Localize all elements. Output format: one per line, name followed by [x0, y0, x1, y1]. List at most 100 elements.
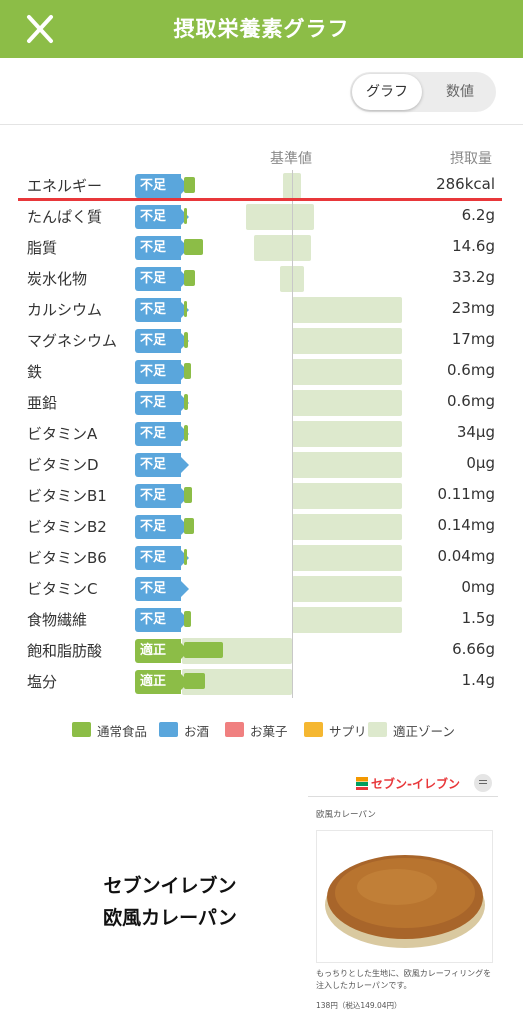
recommended-zone	[292, 328, 402, 354]
status-badge: 適正	[135, 670, 189, 694]
page-title: 摂取栄養素グラフ	[173, 17, 350, 41]
intake-value: 1.5g	[461, 609, 495, 627]
legend-label: サプリ	[329, 724, 367, 739]
intake-bar	[184, 332, 189, 348]
status-badge: 不足	[135, 236, 189, 260]
nutrient-row: ビタミンA 不足 34μg	[0, 418, 523, 449]
intake-bar	[184, 611, 191, 627]
nutrient-name: 炭水化物	[27, 270, 88, 288]
status-badge: 適正	[135, 639, 189, 663]
nutrient-row: 飽和脂肪酸 適正 6.66g	[0, 635, 523, 666]
nutrient-row: エネルギー 不足 286kcal	[0, 170, 523, 201]
nutrient-row: ビタミンB6 不足 0.04mg	[0, 542, 523, 573]
status-badge: 不足	[135, 174, 189, 198]
highlight-line	[18, 198, 502, 201]
nutrient-row: 脂質 不足 14.6g	[0, 232, 523, 263]
status-badge: 不足	[135, 546, 189, 570]
intake-value: 6.2g	[461, 206, 495, 224]
legend-swatch	[368, 722, 387, 737]
intake-bar	[184, 363, 191, 379]
nutrient-name: ビタミンB1	[27, 487, 107, 505]
recommended-zone	[253, 235, 311, 261]
nutrient-row: 塩分 適正 1.4g	[0, 666, 523, 697]
recommended-zone	[283, 173, 301, 199]
product-price: 138円（税込149.04円）	[316, 1001, 402, 1010]
store-logo-text: セブン-イレブン	[371, 777, 460, 791]
divider	[0, 124, 523, 125]
status-badge: 不足	[135, 360, 189, 384]
recommended-zone	[279, 266, 305, 292]
intake-value: 34μg	[456, 423, 495, 441]
intake-bar	[184, 301, 188, 317]
intake-bar	[184, 394, 189, 410]
intake-value: 0.6mg	[447, 361, 495, 379]
intake-bar	[184, 518, 194, 534]
status-badge: 不足	[135, 608, 189, 632]
close-button[interactable]	[20, 11, 60, 47]
card-divider	[308, 796, 498, 797]
product-description: もっちりとした生地に、欧風カレーフィリングを注入したカレーパンです。	[316, 969, 492, 990]
legend-swatch	[72, 722, 91, 737]
nutrient-name: マグネシウム	[27, 332, 118, 350]
legend-swatch	[225, 722, 244, 737]
store-logo: セブン-イレブン	[356, 775, 460, 792]
status-badge: 不足	[135, 577, 189, 601]
graph-view-button[interactable]: グラフ	[352, 74, 422, 110]
nutrient-name: ビタミンD	[27, 456, 99, 474]
nutrient-name: 食物繊維	[27, 611, 88, 629]
intake-column-header: 摂取量	[450, 151, 492, 167]
intake-bar	[184, 549, 188, 565]
standard-column-header: 基準値	[270, 151, 312, 167]
recommended-zone	[292, 576, 402, 602]
product-name: セブンイレブン 欧風カレーパン	[80, 870, 260, 934]
legend-label: 適正ゾーン	[393, 724, 455, 739]
recommended-zone	[292, 421, 402, 447]
intake-value: 0.11mg	[437, 485, 495, 503]
nutrient-name: 塩分	[27, 673, 58, 691]
legend-label: お菓子	[250, 724, 288, 739]
nutrient-row: ビタミンD 不足 0μg	[0, 449, 523, 480]
nutrient-name: 鉄	[27, 363, 43, 381]
intake-value: 0.6mg	[447, 392, 495, 410]
status-badge: 不足	[135, 329, 189, 353]
nutrient-row: たんぱく質 不足 6.2g	[0, 201, 523, 232]
status-badge: 不足	[135, 391, 189, 415]
close-icon	[27, 15, 53, 43]
status-badge: 不足	[135, 515, 189, 539]
intake-value: 23mg	[451, 299, 495, 317]
seven-eleven-logo-icon	[356, 777, 368, 790]
nutrient-name: 脂質	[27, 239, 58, 257]
nutrient-row: 鉄 不足 0.6mg	[0, 356, 523, 387]
product-image	[316, 830, 493, 963]
app-header: 摂取栄養素グラフ	[0, 0, 523, 58]
intake-value: 33.2g	[452, 268, 495, 286]
intake-bar	[184, 239, 203, 255]
intake-bar	[184, 425, 189, 441]
card-title: 欧風カレーパン	[316, 810, 376, 820]
nutrient-row: ビタミンC 不足 0mg	[0, 573, 523, 604]
menu-icon[interactable]	[474, 774, 492, 792]
product-name-line1: セブンイレブン	[103, 875, 237, 897]
legend-label: お酒	[184, 724, 210, 739]
nutrient-row: カルシウム 不足 23mg	[0, 294, 523, 325]
legend-swatch	[304, 722, 323, 737]
nutrient-name: 亜鉛	[27, 394, 58, 412]
intake-value: 0.04mg	[437, 547, 495, 565]
intake-bar	[184, 673, 205, 689]
nutrient-row: 食物繊維 不足 1.5g	[0, 604, 523, 635]
status-badge: 不足	[135, 298, 189, 322]
numbers-view-button[interactable]: 数値	[446, 84, 474, 100]
intake-value: 0.14mg	[437, 516, 495, 534]
recommended-zone	[292, 359, 402, 385]
status-badge: 不足	[135, 205, 189, 229]
product-card: セブン-イレブン 欧風カレーパン もっちりとした生地に、欧風カレーフィリングを注…	[308, 768, 498, 1018]
nutrient-name: ビタミンC	[27, 580, 98, 598]
status-badge: 不足	[135, 422, 189, 446]
nutrient-name: ビタミンB6	[27, 549, 107, 567]
recommended-zone	[292, 452, 402, 478]
intake-value: 286kcal	[436, 175, 495, 193]
nutrient-row: マグネシウム 不足 17mg	[0, 325, 523, 356]
recommended-zone	[292, 297, 402, 323]
intake-bar	[184, 487, 192, 503]
product-name-line2: 欧風カレーパン	[103, 907, 237, 929]
